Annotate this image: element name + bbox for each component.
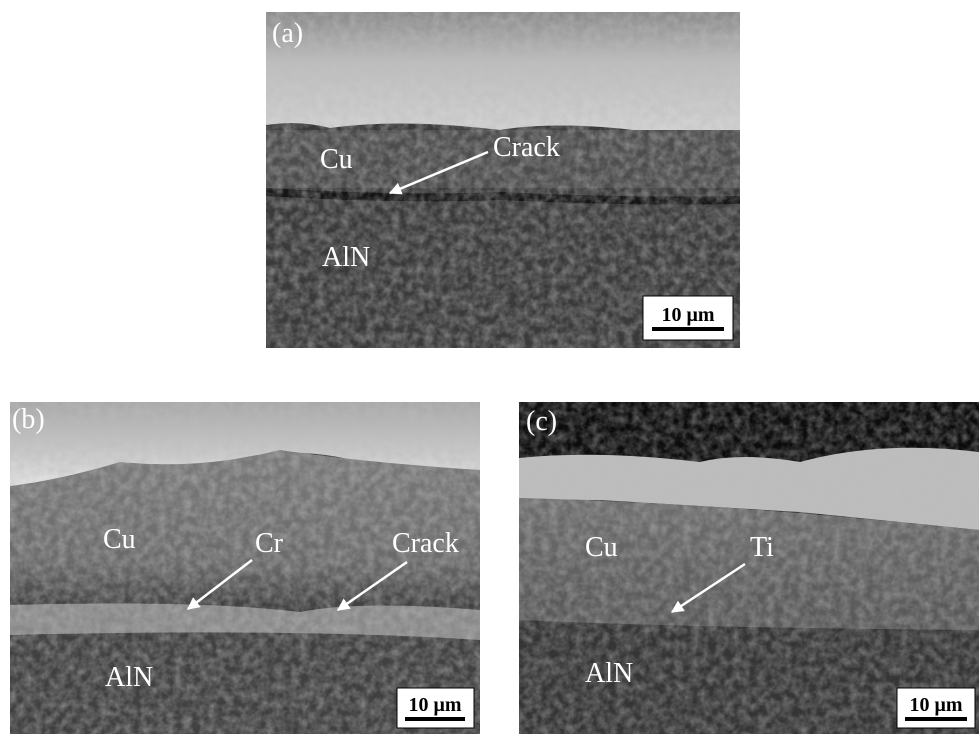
annotation: Crack — [493, 132, 560, 163]
annotation: Cu — [103, 524, 136, 555]
panel-a: (a) Cu Crack AlN 10 μm — [266, 12, 740, 348]
panel-label: (c) — [526, 406, 557, 437]
annotation: AlN — [105, 662, 153, 693]
scale-bar — [405, 717, 465, 721]
scale-bar-label: 10 μm — [662, 304, 715, 326]
panel-label: (a) — [272, 18, 303, 49]
scale-bar — [905, 717, 967, 721]
scale-bar — [652, 327, 724, 331]
annotation: Cu — [320, 144, 353, 175]
scale-bar-label: 10 μm — [409, 694, 462, 716]
annotation: AlN — [322, 242, 370, 273]
annotation: AlN — [585, 658, 633, 689]
annotation: Crack — [392, 528, 459, 559]
scale-bar-label: 10 μm — [910, 694, 963, 716]
annotation: Ti — [750, 532, 774, 563]
annotation: Cu — [585, 532, 618, 563]
texture — [10, 402, 480, 734]
panel-b: (b) Cu Cr Crack AlN 10 μm — [10, 402, 480, 734]
figure: (a) Cu Crack AlN 10 μm (b) Cu Cr Crack A… — [0, 0, 979, 734]
panel-label: (b) — [12, 404, 45, 435]
panel-c: (c) Cu Ti AlN 10 μm — [519, 402, 979, 734]
annotation: Cr — [255, 528, 284, 559]
